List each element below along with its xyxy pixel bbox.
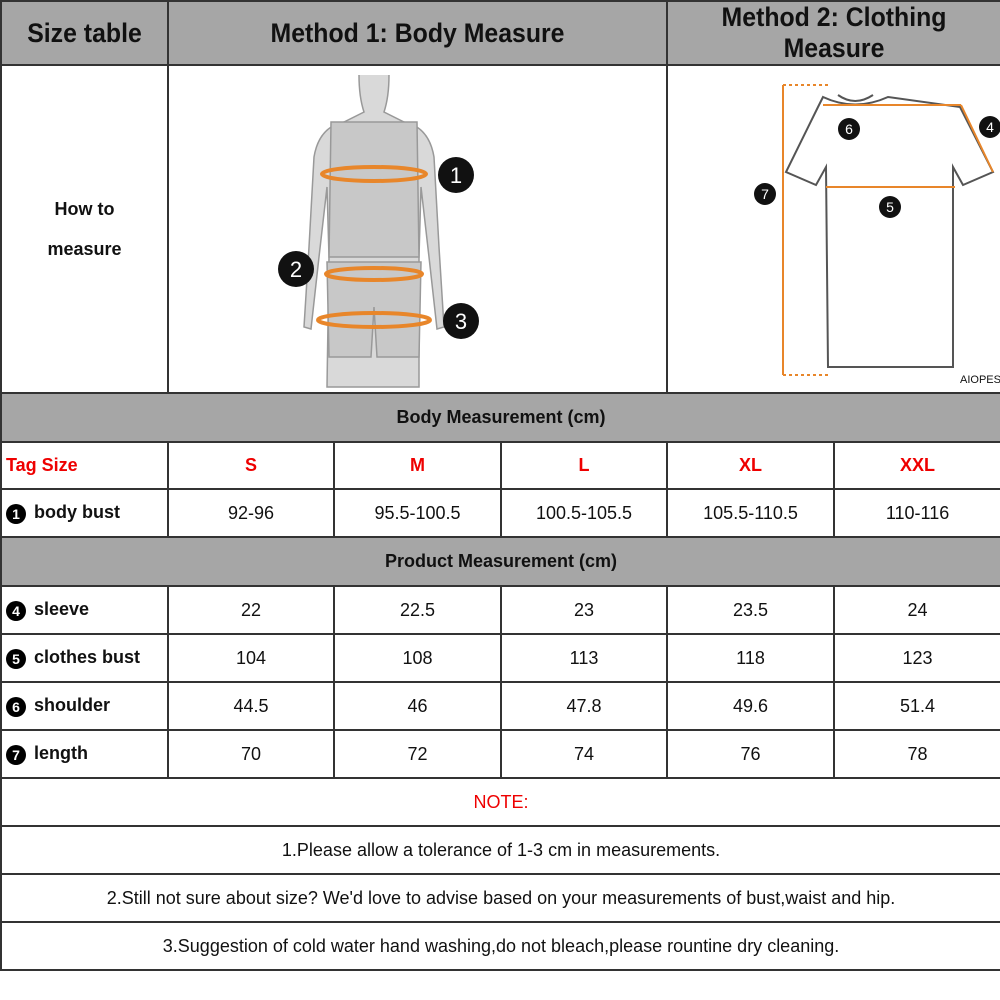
value-cell: 72 [333,729,502,779]
note-title: NOTE: [0,777,1000,827]
value-cell: 108 [333,633,502,683]
body-measure-illustration: 1 2 3 [166,64,669,394]
size-cell: S [167,441,335,490]
value-cell: 51.4 [833,681,1000,731]
marker-1: 1 [450,163,462,188]
value-cell: 74 [499,729,669,779]
table-row: 1 body bust 92-96 95.5-100.5 100.5-105.5 … [0,488,1000,538]
brand-watermark: AIOPESON [960,374,1000,386]
value-cell: 78 [833,729,1000,779]
table-row: 7 length 70 72 74 76 78 [0,729,1000,779]
value-cell: 70 [167,729,335,779]
value-cell: 46 [333,681,502,731]
value-cell: 49.6 [666,681,836,731]
note-item: 2.Still not sure about size? We'd love t… [0,873,1000,923]
number-badge-icon: 4 [6,600,26,621]
table-row: 5 clothes bust 104 108 113 118 123 [0,633,1000,683]
number-badge-icon: 1 [6,503,26,524]
table-row: 6 shoulder 44.5 46 47.8 49.6 51.4 [0,681,1000,731]
note-item: 3.Suggestion of cold water hand washing,… [0,921,1000,971]
value-cell: 24 [833,585,1000,635]
how-to-measure-label: How to measure [0,64,169,394]
row-label: body bust [34,502,120,523]
value-cell: 100.5-105.5 [499,488,669,538]
row-label: shoulder [34,695,111,716]
value-cell: 110-116 [833,488,1000,538]
product-measurement-header: Product Measurement (cm) [0,536,1000,587]
value-cell: 92-96 [167,488,335,538]
note-item: 1.Please allow a tolerance of 1-3 cm in … [0,825,1000,875]
tag-size-row: Tag Size S M L XL XXL [0,441,1000,490]
value-cell: 44.5 [167,681,335,731]
value-cell: 23.5 [666,585,836,635]
body-measurement-header: Body Measurement (cm) [0,392,1000,443]
marker-3: 3 [455,309,467,334]
marker-2: 2 [290,257,302,282]
value-cell: 118 [666,633,836,683]
value-cell: 104 [167,633,335,683]
value-cell: 22 [167,585,335,635]
number-badge-icon: 5 [6,648,26,669]
size-cell: L [499,441,669,490]
marker-5: 5 [886,199,894,215]
value-cell: 76 [666,729,836,779]
value-cell: 123 [833,633,1000,683]
value-cell: 23 [499,585,669,635]
value-cell: 47.8 [499,681,669,731]
marker-4: 4 [986,119,994,135]
row-label: clothes bust [34,647,141,668]
marker-6: 6 [845,121,853,137]
method1-header: Method 1: Body Measure [166,0,669,66]
number-badge-icon: 7 [6,744,26,765]
size-cell: XXL [833,441,1000,490]
value-cell: 22.5 [333,585,502,635]
clothing-measure-illustration: 4 5 6 7 AIOPESON [666,64,1000,394]
row-label: sleeve [34,599,90,620]
tag-size-label: Tag Size [0,441,169,490]
row-label: length [34,743,88,764]
size-cell: XL [666,441,836,490]
size-table: Size table Method 1: Body Measure Method… [0,0,1000,971]
value-cell: 95.5-100.5 [333,488,502,538]
method2-header: Method 2: Clothing Measure [666,0,1000,66]
size-table-title: Size table [0,0,169,66]
number-badge-icon: 6 [6,696,26,717]
marker-7: 7 [761,186,769,202]
value-cell: 113 [499,633,669,683]
table-row: 4 sleeve 22 22.5 23 23.5 24 [0,585,1000,635]
size-cell: M [333,441,502,490]
value-cell: 105.5-110.5 [666,488,836,538]
